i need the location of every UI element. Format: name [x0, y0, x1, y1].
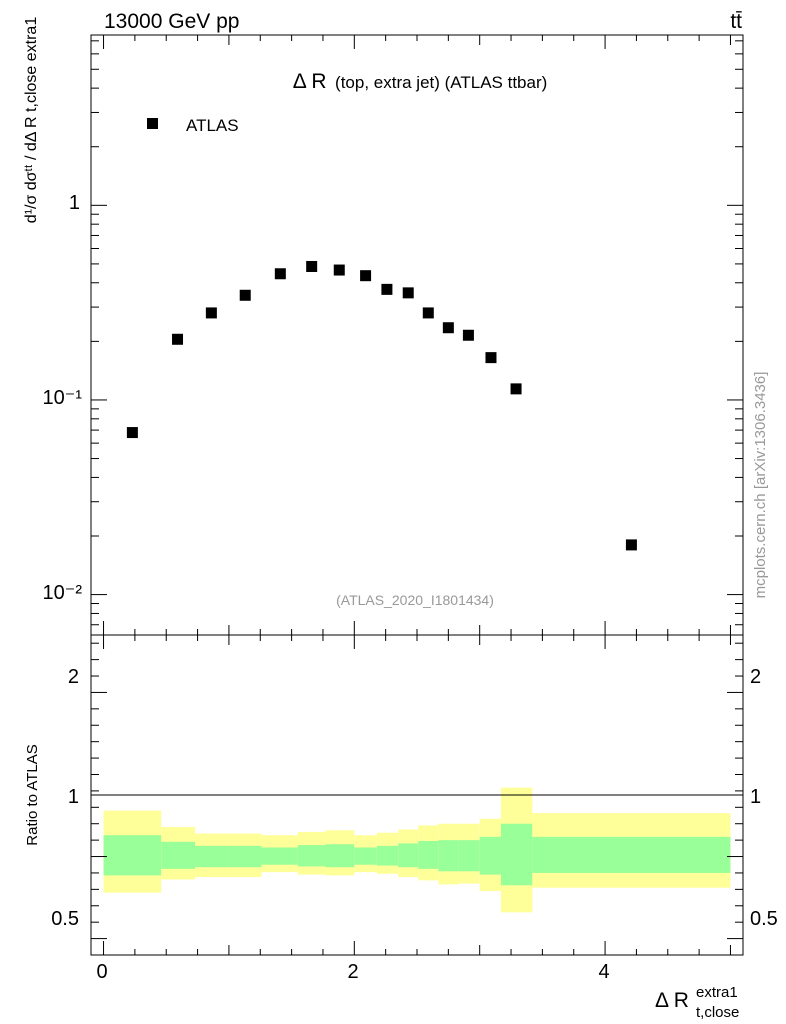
- ratio-band-inner-2: [195, 845, 229, 868]
- data-point-13: [485, 352, 497, 364]
- y-tick-label-1: 1: [69, 192, 80, 214]
- plot-title: Δ R (top, extra jet) (ATLAS ttbar): [293, 70, 548, 93]
- ratio-tick-label-2-left: 2: [68, 666, 79, 688]
- plot-title-main: Δ R: [293, 70, 327, 93]
- ratio-band-inner-5: [297, 845, 326, 867]
- side-label: mcplots.cern.ch [arXiv:1306.3436]: [752, 372, 769, 599]
- x-tick-label-0: 0: [96, 961, 107, 983]
- data-point-6: [333, 264, 345, 276]
- y-tick-label-0.1: 10⁻¹: [43, 387, 83, 409]
- data-point-11: [442, 322, 454, 334]
- ratio-band-inner-4: [261, 847, 298, 865]
- ratio-band-inner-7: [354, 847, 377, 865]
- ratio-tick-label-1-left: 1: [68, 786, 79, 808]
- main-y-label: d¹/σ dσᵗᵗ / dΔ R t,close extra1: [23, 17, 40, 224]
- analysis-id: (ATLAS_2020_I1801434): [336, 592, 494, 608]
- data-point-5: [306, 260, 318, 272]
- data-points: [126, 260, 637, 551]
- ratio-band-inner-8: [376, 845, 399, 866]
- data-point-9: [402, 287, 414, 299]
- data-point-2: [205, 307, 217, 319]
- data-point-7: [360, 270, 372, 282]
- ratio-band-inner-13: [479, 836, 502, 875]
- data-point-8: [381, 283, 393, 295]
- x-tick-label-4: 4: [598, 961, 609, 983]
- axis-ticks: [91, 35, 743, 955]
- plot-title-rest: (top, extra jet) (ATLAS ttbar): [335, 73, 547, 92]
- y-tick-label-0.01: 10⁻²: [43, 582, 83, 604]
- data-point-15: [625, 539, 637, 551]
- energy-label: 13000 GeV pp: [104, 10, 239, 33]
- ratio-band-inner-0: [103, 835, 162, 876]
- ratio-band-inner-10: [418, 840, 439, 869]
- x-tick-label-2: 2: [347, 961, 358, 983]
- x-axis-label-sup: extra1: [696, 984, 738, 1001]
- legend-label-atlas: ATLAS: [186, 116, 239, 135]
- data-point-1: [172, 333, 184, 345]
- ratio-tick-label-0.5-right: 0.5: [750, 908, 778, 930]
- ratio-tick-label-2-right: 2: [750, 666, 761, 688]
- data-point-12: [462, 329, 474, 341]
- ratio-band-inner-15: [532, 836, 731, 873]
- x-axis-label-sub: t,close: [696, 1004, 739, 1021]
- x-axis-label-main: Δ R: [655, 989, 689, 1012]
- ratio-y-label: Ratio to ATLAS: [24, 744, 41, 845]
- data-point-3: [239, 289, 251, 301]
- ratio-band-inner-9: [398, 843, 419, 868]
- ratio-band-inner-6: [325, 844, 355, 868]
- data-point-14: [510, 383, 522, 395]
- ratio-band-inner-11: [438, 840, 459, 872]
- data-point-10: [422, 307, 434, 319]
- process-label: tt̄: [730, 10, 742, 33]
- ratio-bands: [103, 787, 731, 913]
- ratio-tick-label-0.5-left: 0.5: [51, 908, 79, 930]
- ratio-band-inner-14: [501, 823, 533, 886]
- legend-marker-atlas: [147, 118, 158, 129]
- data-point-4: [274, 268, 286, 280]
- ratio-band-inner-12: [458, 840, 480, 872]
- ratio-band-inner-1: [161, 841, 196, 869]
- ratio-band-inner-3: [228, 845, 262, 868]
- data-point-0: [126, 427, 138, 439]
- ratio-tick-label-1-right: 1: [750, 786, 761, 808]
